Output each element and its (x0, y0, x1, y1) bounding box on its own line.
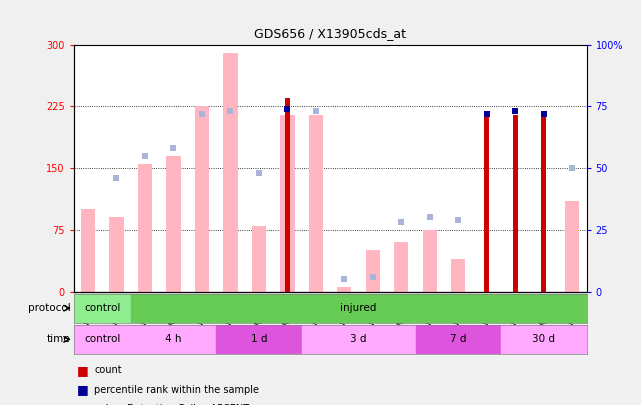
Bar (166, 156, 181, 292)
Bar (223, 53, 238, 292)
Bar (394, 242, 408, 292)
Bar (74, 294, 131, 323)
Bar (216, 325, 302, 354)
Bar (195, 107, 209, 292)
Bar (74, 325, 131, 354)
Bar (131, 325, 216, 354)
Text: control: control (84, 303, 121, 313)
Bar (285, 98, 290, 292)
Bar (131, 294, 587, 323)
Bar (110, 217, 124, 292)
Bar (565, 201, 579, 292)
Text: value, Detection Call = ABSENT: value, Detection Call = ABSENT (94, 404, 249, 405)
Text: 1 d: 1 d (251, 335, 267, 344)
Bar (309, 115, 323, 292)
Text: time: time (47, 335, 71, 344)
Bar (451, 259, 465, 292)
Text: injured: injured (340, 303, 377, 313)
Text: ■: ■ (77, 364, 88, 377)
Bar (366, 250, 380, 292)
Bar (415, 325, 501, 354)
Text: percentile rank within the sample: percentile rank within the sample (94, 385, 259, 394)
Text: control: control (84, 335, 121, 344)
Text: count: count (94, 365, 122, 375)
Bar (541, 115, 546, 292)
Text: 4 h: 4 h (165, 335, 181, 344)
Bar (81, 209, 95, 292)
Text: 3 d: 3 d (351, 335, 367, 344)
Bar (501, 325, 587, 354)
Bar (484, 115, 489, 292)
Text: 7 d: 7 d (450, 335, 467, 344)
Bar (252, 226, 266, 292)
Text: ■: ■ (77, 383, 88, 396)
Text: GDS656 / X13905cds_at: GDS656 / X13905cds_at (254, 28, 406, 40)
Bar (138, 164, 152, 292)
Bar (422, 230, 437, 292)
Text: protocol: protocol (28, 303, 71, 313)
Bar (513, 115, 518, 292)
Bar (337, 288, 351, 292)
Bar (280, 115, 294, 292)
Bar (302, 325, 415, 354)
Text: ■: ■ (77, 403, 88, 405)
Text: 30 d: 30 d (532, 335, 555, 344)
